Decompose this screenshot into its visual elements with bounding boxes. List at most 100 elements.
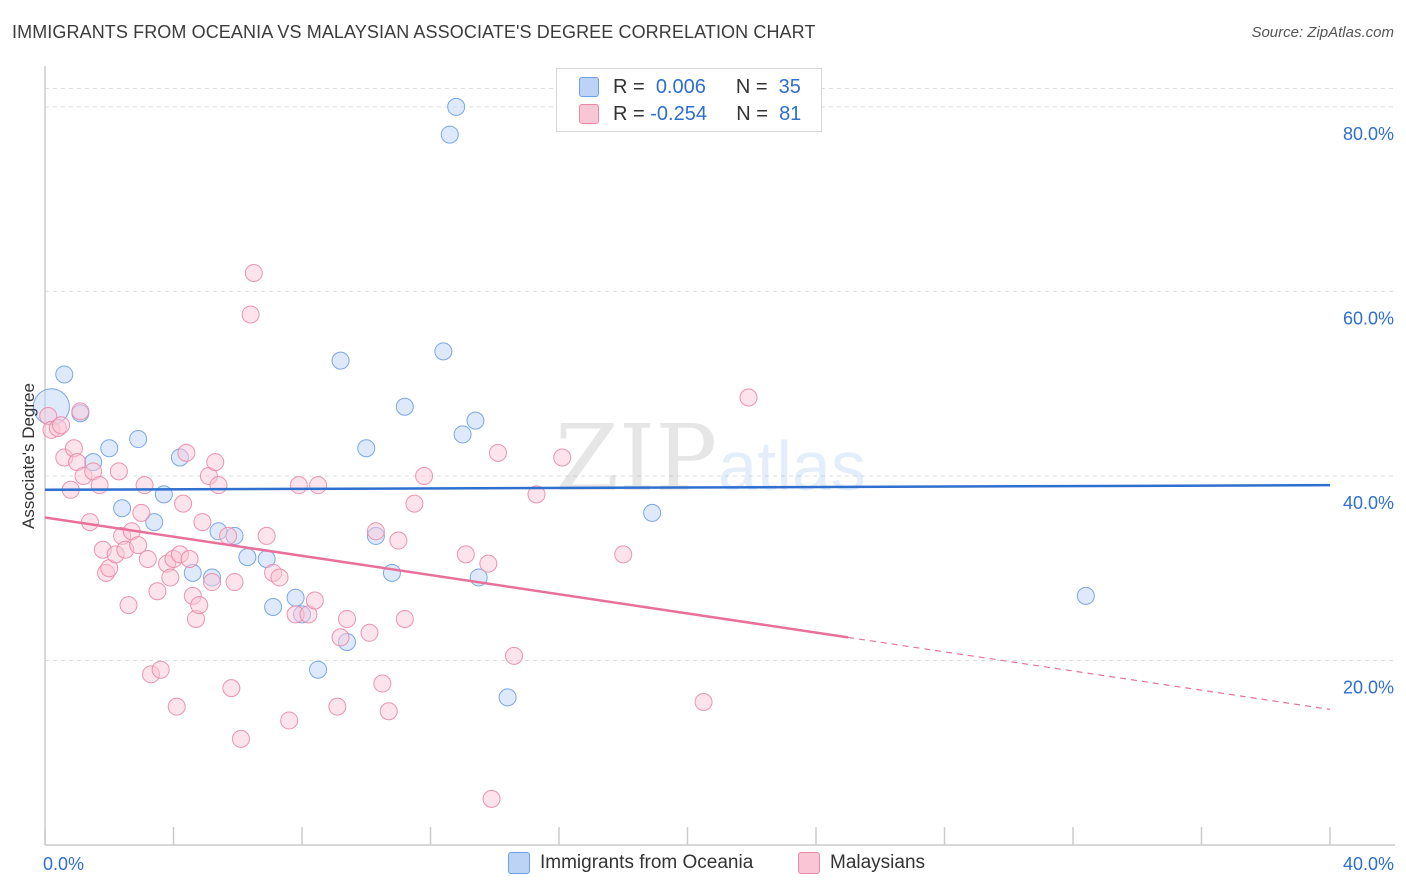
- malaysians-point: [405, 494, 424, 513]
- y-tick-label: 20.0%: [1343, 677, 1394, 697]
- malaysians-point: [183, 586, 202, 605]
- malaysians-point: [129, 536, 148, 555]
- malaysians-point: [379, 702, 398, 721]
- oceania-point: [286, 588, 305, 607]
- bottom-legend-label-oceania: Immigrants from Oceania: [540, 852, 754, 873]
- oceania-point: [225, 526, 244, 545]
- bottom-legend-swatch-oceania: [508, 852, 530, 874]
- oceania-point: [337, 633, 356, 652]
- malaysians-point: [119, 596, 138, 615]
- oceania-point: [366, 526, 385, 545]
- malaysians-point: [264, 563, 283, 582]
- oceania-point: [84, 453, 103, 472]
- malaysians-point: [241, 305, 260, 324]
- malaysians-point: [219, 526, 238, 545]
- legend-n-value: 35: [778, 75, 801, 98]
- oceania-point: [382, 563, 401, 582]
- malaysians-point: [138, 549, 157, 568]
- oceania-trend-line: [44, 483, 1331, 492]
- oceania-point: [447, 97, 466, 116]
- malaysians-point: [167, 697, 186, 716]
- malaysians-point: [366, 522, 385, 541]
- malaysians-point: [158, 554, 177, 573]
- oceania-point: [498, 688, 517, 707]
- oceania-point: [643, 503, 662, 522]
- malaysians-point: [42, 420, 61, 439]
- malaysians-point: [694, 692, 713, 711]
- malaysians-point: [64, 439, 83, 458]
- oceania-point: [170, 448, 189, 467]
- oceania-point: [357, 439, 376, 458]
- malaysians-trend-line: [44, 516, 849, 639]
- axis-layer: 20.0% 40.0% 60.0% 80.0% 0.0% 40.0%: [43, 66, 1395, 874]
- chart-title: IMMIGRANTS FROM OCEANIA VS MALAYSIAN ASS…: [12, 22, 816, 42]
- malaysians-point: [289, 476, 308, 495]
- malaysians-point: [132, 503, 151, 522]
- malaysians-point: [135, 476, 154, 495]
- malaysians-trend-extension: [848, 636, 1331, 710]
- malaysians-point: [231, 729, 250, 748]
- malaysians-point: [170, 545, 189, 564]
- malaysians-point: [190, 596, 209, 615]
- bottom-legend-swatch-malaysians: [798, 852, 820, 874]
- malaysians-point: [209, 476, 228, 495]
- watermark-atlas: atlas: [718, 427, 866, 505]
- malaysians-point: [71, 402, 90, 421]
- malaysians-point: [164, 549, 183, 568]
- malaysians-point: [482, 789, 501, 808]
- oceania-point: [440, 125, 459, 144]
- source-label: Source: ZipAtlas.com: [1251, 24, 1394, 41]
- oceania-point: [100, 439, 119, 458]
- bottom-legend-label-malaysians: Malaysians: [830, 852, 926, 873]
- malaysians-point: [186, 609, 205, 628]
- oceania-point: [264, 597, 283, 616]
- malaysians-point: [48, 418, 67, 437]
- malaysians-point: [39, 406, 58, 425]
- malaysians-point: [373, 674, 392, 693]
- legend-r-label: R =: [613, 75, 645, 98]
- correlation-legend: R = 0.006 N = 35 R = -0.254 N = 81: [556, 68, 822, 132]
- oceania-point: [293, 605, 311, 624]
- oceania-point: [113, 499, 132, 518]
- bottom-legend-malaysians: Malaysians: [798, 852, 925, 874]
- malaysians-point: [614, 545, 633, 564]
- malaysians-point: [527, 485, 546, 504]
- malaysians-point: [479, 554, 498, 573]
- malaysians-point: [106, 545, 125, 564]
- points-layer: [32, 97, 1095, 808]
- malaysians-point: [148, 582, 167, 601]
- legend-r-value: 0.006: [655, 75, 706, 98]
- malaysians-point: [193, 513, 212, 532]
- legend-row-oceania: R = 0.006 N = 35: [579, 75, 801, 99]
- lines-layer: [44, 483, 1331, 710]
- malaysians-point: [206, 453, 225, 472]
- oceania-point: [309, 660, 328, 679]
- malaysians-point: [109, 462, 128, 481]
- malaysians-point: [244, 263, 263, 282]
- y-tick-label: 40.0%: [1343, 493, 1394, 513]
- oceania-point: [32, 388, 70, 426]
- malaysians-point: [142, 665, 161, 684]
- malaysians-point: [360, 623, 379, 642]
- oceania-point: [203, 568, 222, 587]
- malaysians-point: [52, 416, 71, 435]
- malaysians-point: [415, 466, 434, 485]
- legend-swatch-oceania: [579, 77, 599, 97]
- malaysians-point: [389, 531, 408, 550]
- y-axis-label: Associate's Degree: [19, 383, 38, 529]
- oceania-point: [129, 430, 148, 449]
- legend-swatch-malaysians: [579, 104, 599, 124]
- oceania-point: [453, 425, 472, 444]
- malaysians-point: [174, 494, 193, 513]
- y-tick-label: 80.0%: [1343, 124, 1394, 144]
- x-tick-label: 40.0%: [1343, 854, 1394, 874]
- malaysians-point: [739, 388, 758, 407]
- malaysians-point: [203, 573, 222, 592]
- oceania-point: [466, 411, 485, 430]
- oceania-point: [434, 342, 453, 361]
- malaysians-point: [161, 568, 180, 587]
- oceania-point: [55, 365, 74, 384]
- oceania-point: [183, 563, 202, 582]
- malaysians-point: [553, 448, 572, 467]
